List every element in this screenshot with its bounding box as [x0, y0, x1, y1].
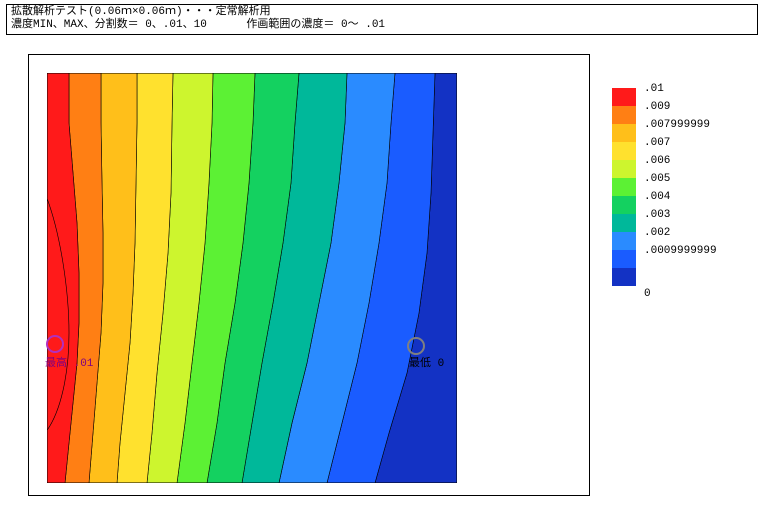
marker-high-label: 最高 .01: [45, 354, 93, 370]
legend-label: .003: [644, 209, 670, 221]
legend-zero-label: 0: [644, 288, 752, 300]
legend-label: .009: [644, 101, 670, 113]
legend-row: .01: [612, 88, 752, 106]
legend-row: .005: [612, 178, 752, 196]
header-box: 拡散解析テスト(0.06ｍ×0.06ｍ)・・・定常解析用 濃度MIN、MAX、分…: [6, 4, 758, 35]
legend-swatch: [612, 196, 636, 214]
legend-swatch: [612, 250, 636, 268]
marker-low: [407, 337, 425, 355]
legend-swatch: [612, 214, 636, 232]
legend-row: .007: [612, 142, 752, 160]
legend: .01.009.007999999.007.006.005.004.003.00…: [612, 88, 752, 300]
legend-label: .01: [644, 83, 664, 95]
legend-swatch: [612, 88, 636, 106]
legend-row: .004: [612, 196, 752, 214]
plot-frame: 最高 .01 最低 0: [28, 54, 590, 496]
legend-row: .0009999999: [612, 250, 752, 268]
legend-row: [612, 268, 752, 286]
legend-label: .0009999999: [644, 245, 717, 257]
legend-label: .004: [644, 191, 670, 203]
legend-swatch: [612, 268, 636, 286]
legend-row: .007999999: [612, 124, 752, 142]
legend-swatch: [612, 178, 636, 196]
legend-row: .006: [612, 160, 752, 178]
legend-swatch: [612, 160, 636, 178]
header-line-1: 拡散解析テスト(0.06ｍ×0.06ｍ)・・・定常解析用: [11, 6, 753, 19]
legend-swatch: [612, 142, 636, 160]
legend-row: .003: [612, 214, 752, 232]
legend-swatch: [612, 106, 636, 124]
legend-label: .007: [644, 137, 670, 149]
marker-low-label: 最低 0: [409, 354, 444, 370]
legend-label: .006: [644, 155, 670, 167]
legend-swatch: [612, 124, 636, 142]
contour-plot: [47, 73, 457, 483]
legend-swatch: [612, 232, 636, 250]
marker-high: [46, 335, 64, 353]
legend-label: .007999999: [644, 119, 710, 131]
legend-label: .005: [644, 173, 670, 185]
legend-label: .002: [644, 227, 670, 239]
header-line-2: 濃度MIN、MAX、分割数＝ 0、.01、10 作画範囲の濃度＝ 0～ .01: [11, 19, 753, 32]
